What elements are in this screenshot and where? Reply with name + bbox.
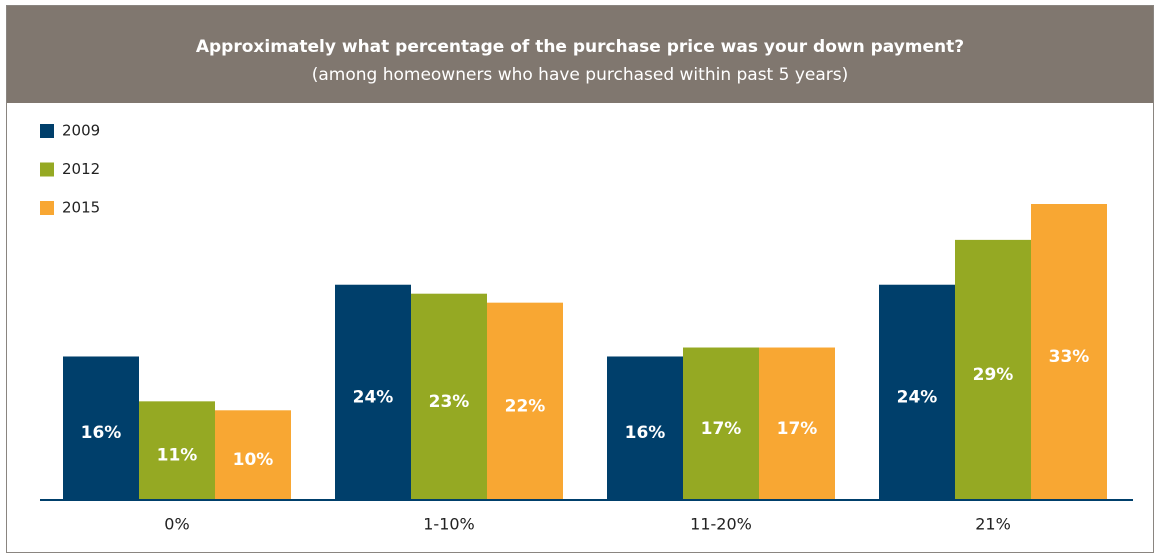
- x-tick-label: 1-10%: [423, 515, 475, 534]
- value-label: 10%: [233, 450, 274, 470]
- bar: [335, 284, 411, 500]
- bar: [955, 239, 1031, 500]
- value-label: 24%: [353, 387, 394, 407]
- chart-subtitle: (among homeowners who have purchased wit…: [312, 65, 849, 85]
- legend-label: 2015: [62, 199, 100, 217]
- header: [7, 6, 1153, 103]
- bar: [1031, 204, 1107, 500]
- bar: [63, 356, 139, 500]
- value-label: 24%: [897, 387, 938, 407]
- bar: [215, 410, 291, 500]
- legend-swatch: [40, 124, 54, 138]
- bar: [759, 347, 835, 500]
- value-label: 23%: [429, 392, 470, 412]
- value-label: 29%: [973, 365, 1014, 385]
- legend-swatch: [40, 162, 54, 177]
- bar: [411, 293, 487, 500]
- bar: [607, 356, 683, 500]
- bar: [683, 347, 759, 500]
- bar: [139, 401, 215, 500]
- legend-swatch: [40, 201, 54, 215]
- bar: [879, 284, 955, 500]
- x-tick-label: 21%: [975, 515, 1011, 534]
- value-label: 11%: [157, 446, 198, 466]
- x-tick-label: 0%: [164, 515, 189, 534]
- legend-label: 2009: [62, 122, 100, 140]
- legend-label: 2012: [62, 160, 100, 178]
- value-label: 16%: [81, 423, 122, 443]
- value-label: 17%: [701, 419, 742, 439]
- x-tick-label: 11-20%: [690, 515, 752, 534]
- value-label: 16%: [625, 423, 666, 443]
- chart-title: Approximately what percentage of the pur…: [196, 37, 964, 57]
- value-label: 33%: [1049, 347, 1090, 367]
- bar: [487, 302, 563, 500]
- value-label: 22%: [505, 396, 546, 416]
- value-label: 17%: [777, 419, 818, 439]
